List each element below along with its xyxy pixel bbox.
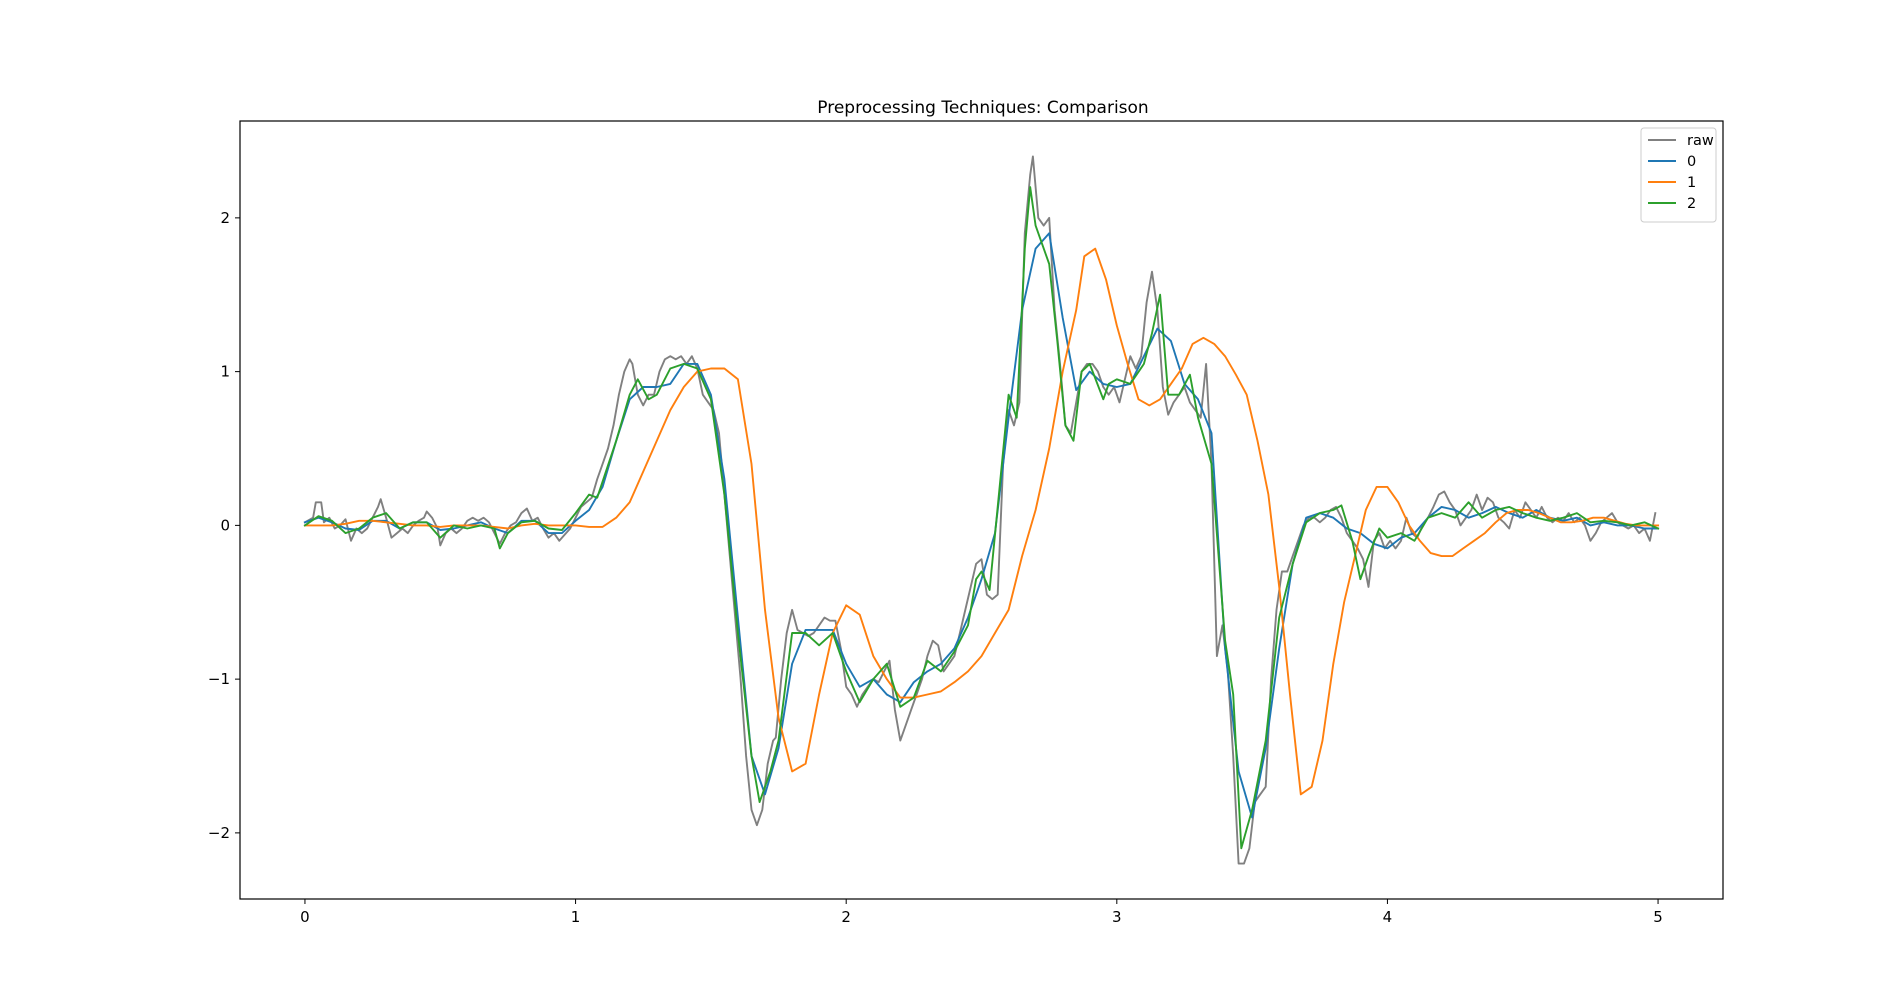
x-tick-label: 3 [1112,908,1122,926]
x-tick-label: 1 [571,908,581,926]
series-line-3 [303,186,1660,850]
x-axis: 0 1 2 3 4 5 [300,899,1663,926]
legend-label: 1 [1687,175,1696,191]
x-tick-label: 4 [1383,908,1393,926]
x-tick-label: 0 [300,908,310,926]
x-tick-label: 5 [1653,908,1663,926]
legend-label: raw [1687,133,1714,149]
y-axis: −2 −1 0 1 2 [208,209,240,842]
legend-label: 2 [1687,196,1696,212]
legend-box [1640,127,1717,223]
y-tick-label: 0 [220,516,230,534]
legend: raw 0 1 2 [1640,127,1717,223]
plot-frame [239,120,1724,900]
y-tick-label: 1 [220,363,230,381]
series-layer [303,155,1660,865]
y-tick-label: 2 [220,209,230,227]
chart-title: Preprocessing Techniques: Comparison [817,98,1148,118]
legend-label: 0 [1687,154,1696,170]
series-line-2 [303,247,1660,796]
y-tick-label: −1 [208,670,230,688]
y-tick-label: −2 [208,824,230,842]
x-tick-label: 2 [841,908,851,926]
